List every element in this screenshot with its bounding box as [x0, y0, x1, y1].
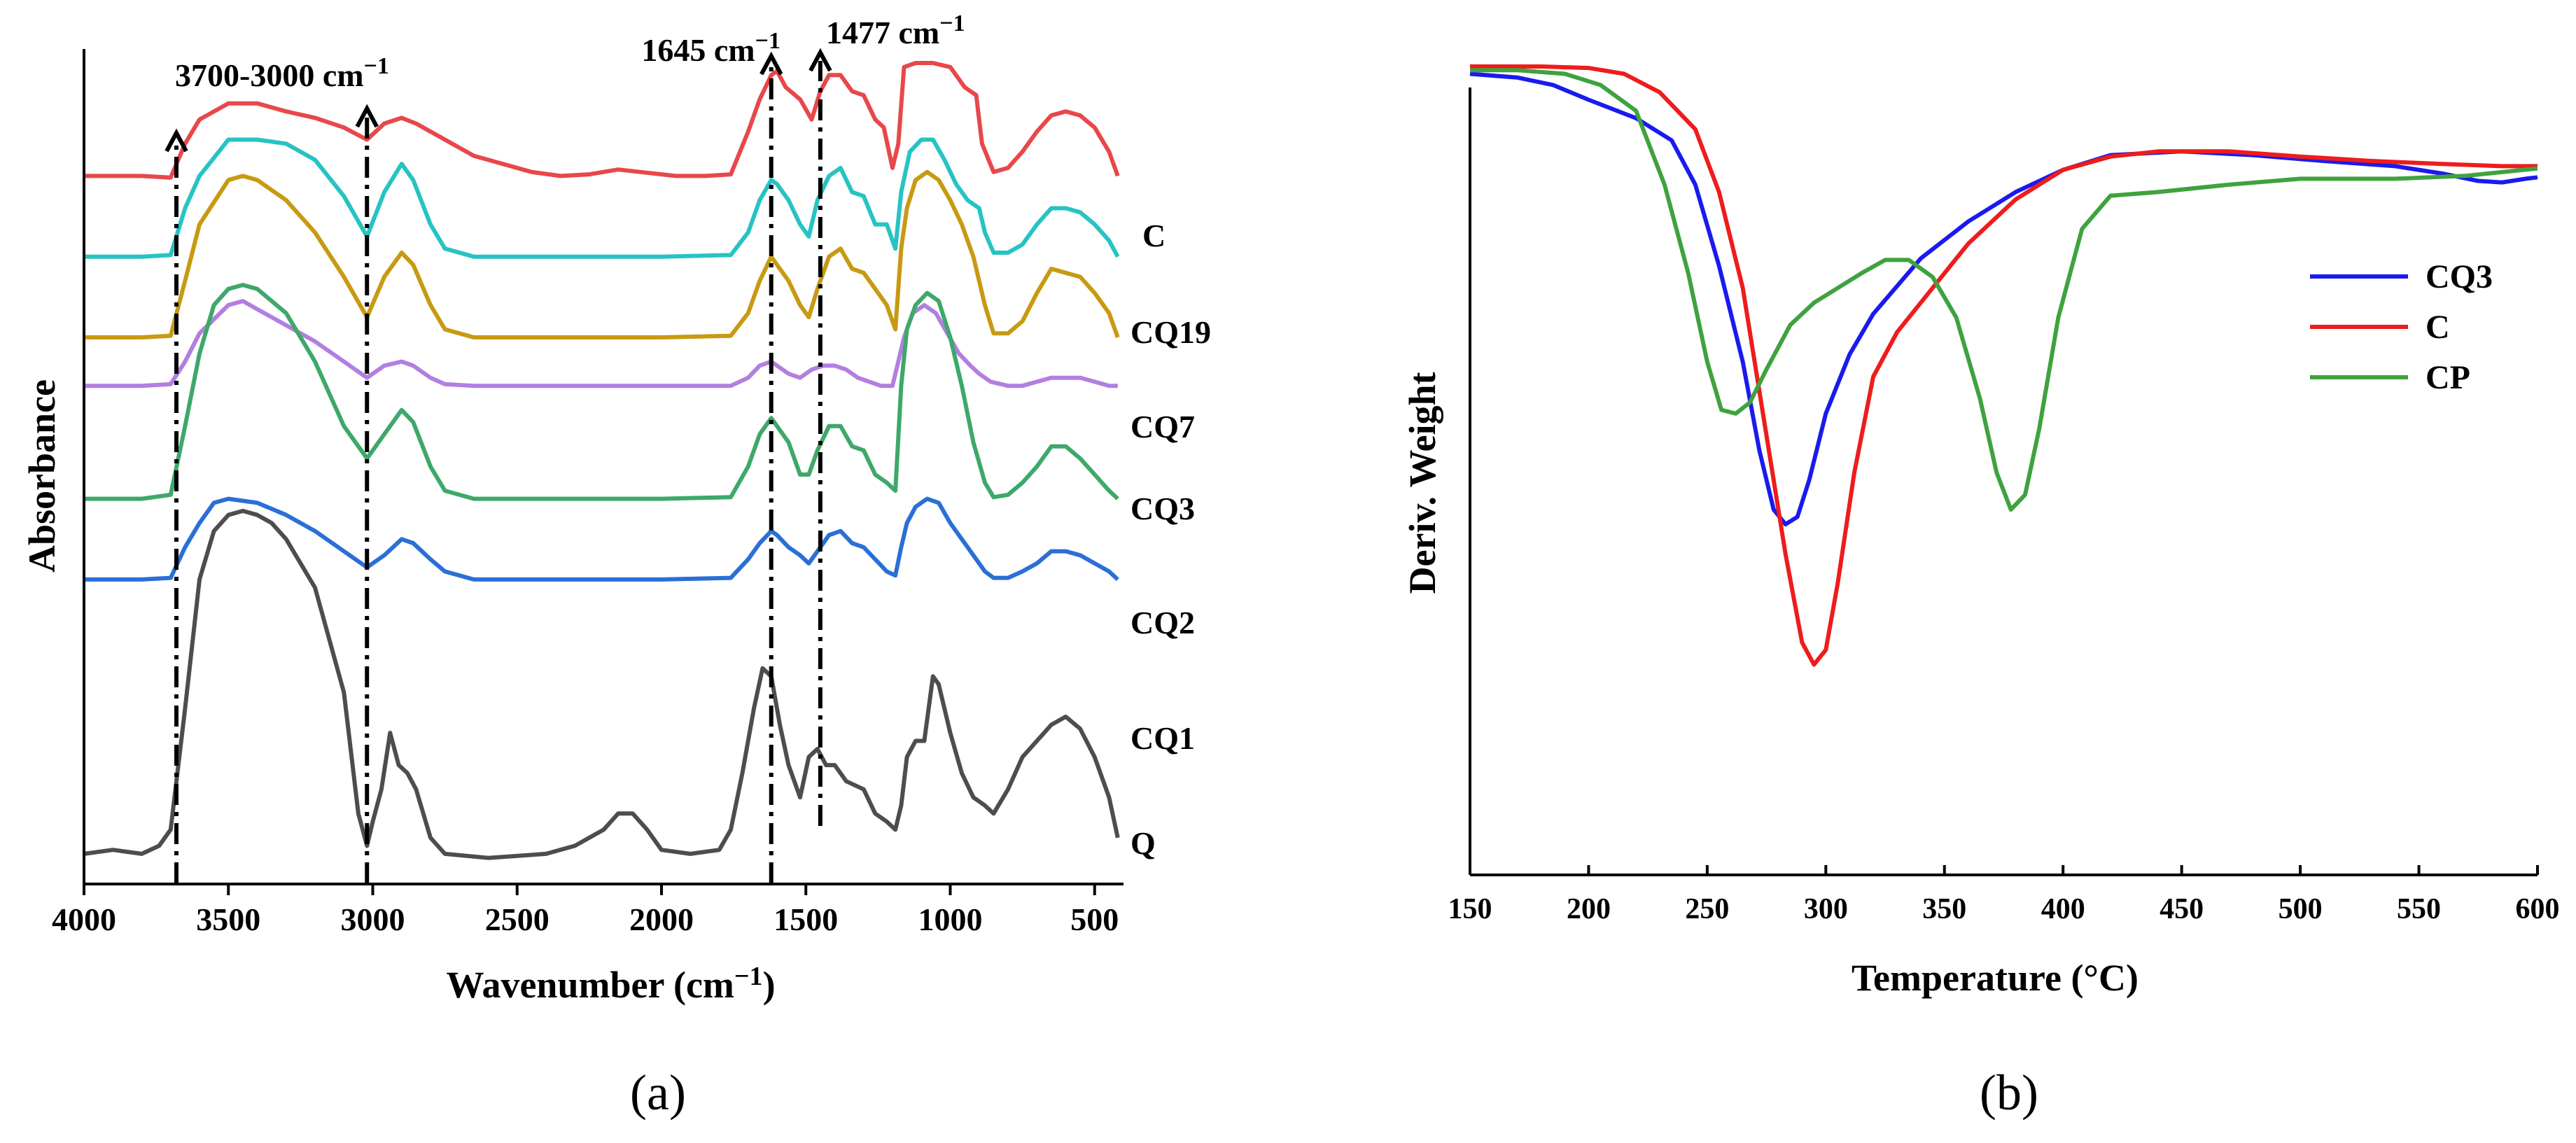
x-tick-label-300: 300 — [1804, 893, 1848, 925]
x-tick-label-500: 500 — [2278, 893, 2323, 925]
x-tick-label-600: 600 — [2516, 893, 2560, 925]
panel-b-legend: CQ3 C CP — [2310, 258, 2493, 396]
x-tick-label-2000: 2000 — [629, 902, 694, 937]
x-tick-label-150: 150 — [1448, 893, 1492, 925]
panel-a-series-labels: C CQ19 CQ7 CQ3 CQ2 CQ1 Q — [1130, 218, 1211, 861]
series-label-cq1: CQ1 — [1130, 720, 1195, 756]
panel-b-frame — [1469, 87, 2538, 876]
x-tick-label-350: 350 — [1922, 893, 1966, 925]
panel-a-ftir-chart: 3700-3000 cm−1 1645 cm−1 1477 cm−1 4000 350… — [21, 10, 1211, 1006]
series-line-cq3 — [1469, 71, 2538, 527]
series-line-cq1 — [84, 496, 1119, 582]
panel-b-dtg-chart: 150 200 250 300 350 400 450 500 550 600 CQ3 C CP Te… — [1401, 64, 2560, 999]
series-line-q — [83, 508, 1120, 860]
annotation-arrow-head — [164, 128, 188, 153]
panel-a-label: (a) — [630, 1065, 686, 1121]
series-label-q: Q — [1130, 825, 1156, 861]
series-label-cq3: CQ3 — [1130, 491, 1195, 526]
legend-label-c: C — [2426, 309, 2450, 346]
panel-a-series-group — [83, 61, 1120, 860]
x-tick-label-400: 400 — [2041, 893, 2085, 925]
panel-a-frame — [83, 49, 1124, 885]
x-tick-label-1000: 1000 — [918, 902, 983, 937]
x-tick-label-500: 500 — [1070, 902, 1119, 937]
x-tick-label-450: 450 — [2160, 893, 2204, 925]
series-line-c — [84, 61, 1120, 180]
panel-b-series-group — [1469, 64, 2538, 667]
annotation-label: 3700-3000 cm−1 — [175, 53, 389, 93]
x-tick-label-2500: 2500 — [485, 902, 550, 937]
series-line-cq2 — [84, 283, 1119, 501]
x-tick-label-200: 200 — [1567, 893, 1611, 925]
annotation-arrow-head — [760, 51, 783, 76]
x-tick-label-4000: 4000 — [52, 902, 116, 937]
panel-b-y-axis-label: Deriv. Weight — [1401, 372, 1443, 594]
legend-label-cp: CP — [2426, 359, 2470, 396]
x-tick-label-1500: 1500 — [774, 902, 838, 937]
panel-a-ticks: 4000 3500 3000 2500 2000 1500 1000 500 — [52, 884, 1119, 937]
legend-label-cq3: CQ3 — [2426, 258, 2493, 295]
x-tick-label-3500: 3500 — [196, 902, 260, 937]
panel-a-annotations: 3700-3000 cm−1 1645 cm−1 1477 cm−1 — [164, 10, 965, 883]
series-line-cq7 — [84, 169, 1120, 339]
series-line-c — [1470, 64, 2538, 667]
annotation-arrow-head — [808, 48, 832, 72]
panel-a-x-axis-label: Wavenumber (cm−1) — [446, 962, 775, 1006]
series-label-cq7: CQ7 — [1130, 409, 1195, 444]
panel-b-x-axis-label: Temperature (°C) — [1851, 957, 2138, 999]
panel-b-label: (b) — [1980, 1065, 2038, 1121]
series-label-cq2: CQ2 — [1130, 605, 1195, 640]
annotation-arrow-head — [355, 104, 379, 128]
annotation-label: 1477 cm−1 — [826, 10, 965, 50]
series-line-cq19 — [84, 137, 1120, 259]
series-line-cp — [1470, 68, 2538, 512]
x-tick-label-250: 250 — [1685, 893, 1729, 925]
panel-b-ticks: 150 200 250 300 350 400 450 500 550 600 — [1448, 865, 2560, 925]
series-label-cq19: CQ19 — [1130, 314, 1211, 350]
series-label-c: C — [1142, 218, 1166, 253]
x-tick-label-3000: 3000 — [341, 902, 405, 937]
x-tick-label-550: 550 — [2397, 893, 2441, 925]
annotation-label: 1645 cm−1 — [641, 28, 780, 68]
panel-a-y-axis-label: Absorbance — [21, 379, 63, 573]
series-line-cq3 — [84, 299, 1118, 388]
